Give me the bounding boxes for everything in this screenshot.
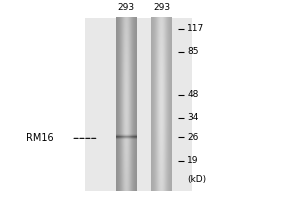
Text: 293: 293 (153, 3, 170, 12)
Text: 26: 26 (187, 133, 199, 142)
Text: 48: 48 (187, 90, 199, 99)
Text: 19: 19 (187, 156, 199, 165)
Text: 293: 293 (118, 3, 135, 12)
Text: 34: 34 (187, 113, 199, 122)
Text: 117: 117 (187, 24, 204, 33)
Text: 85: 85 (187, 47, 199, 56)
Bar (85, 18, 192, 191)
Text: RM16: RM16 (26, 133, 54, 143)
Text: (kD): (kD) (187, 175, 206, 184)
